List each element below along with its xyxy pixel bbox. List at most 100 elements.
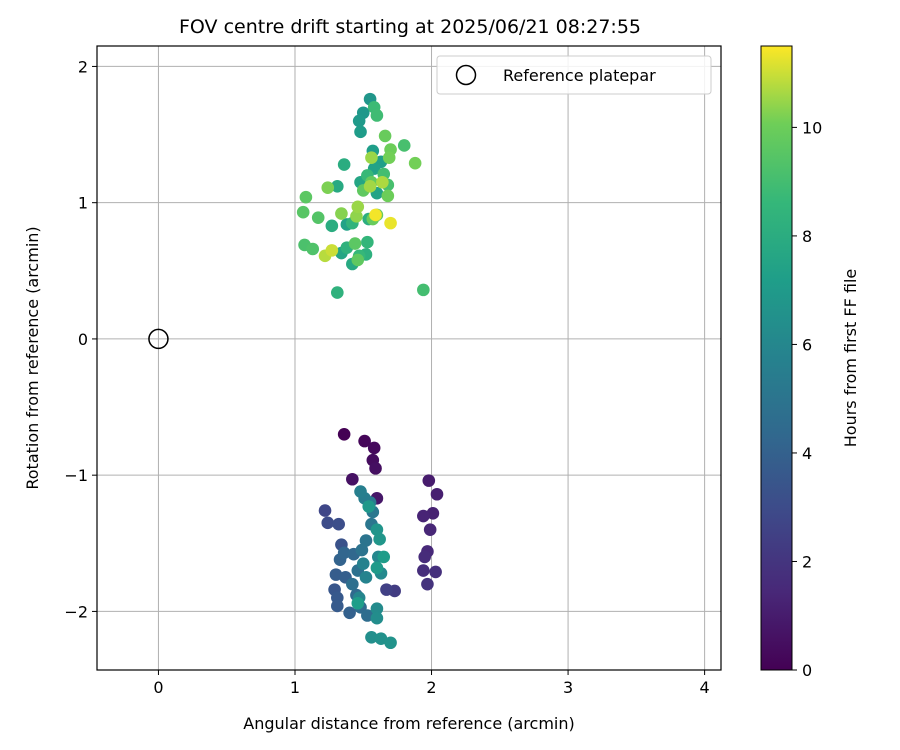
data-point [417, 564, 430, 577]
data-point [346, 472, 359, 486]
data-point [329, 568, 343, 581]
data-point [418, 550, 432, 564]
data-point [362, 500, 376, 513]
data-point [335, 207, 348, 220]
data-point [426, 507, 440, 520]
data-points [296, 92, 444, 650]
x-tick-label: 4 [700, 678, 710, 697]
reference-platepar-marker [148, 328, 169, 350]
data-point [370, 109, 384, 122]
data-point [331, 180, 344, 193]
data-point [318, 504, 332, 517]
y-tick-label: 1 [78, 194, 88, 213]
data-point [350, 210, 363, 223]
y-axis-ticks: −2 −1 0 1 2 [64, 57, 97, 621]
data-point [331, 286, 344, 299]
colorbar-tick-label: 6 [802, 335, 812, 354]
data-point [380, 583, 393, 596]
data-point [325, 244, 339, 257]
data-point [352, 114, 366, 128]
data-point [356, 557, 370, 571]
data-point [421, 577, 434, 591]
data-point [343, 606, 356, 620]
data-point [384, 636, 397, 650]
data-point [359, 571, 373, 584]
legend-reference-marker [455, 64, 477, 86]
x-tick-label: 2 [426, 678, 436, 697]
data-point [378, 129, 392, 143]
y-tick-label: −1 [64, 466, 88, 485]
data-point [321, 181, 335, 194]
data-point [429, 565, 442, 579]
data-point [321, 516, 335, 530]
data-point [331, 599, 344, 613]
data-point [417, 283, 430, 297]
x-tick-label: 0 [153, 678, 163, 697]
y-tick-label: 0 [78, 330, 88, 349]
data-point [384, 216, 397, 230]
colorbar-tick-label: 2 [802, 552, 812, 571]
data-point [332, 517, 345, 531]
y-tick-label: 2 [78, 57, 88, 76]
data-point [363, 180, 377, 193]
data-point [325, 219, 339, 233]
legend-box [436, 55, 712, 95]
data-point [374, 632, 388, 645]
data-point [348, 237, 362, 250]
data-point [365, 151, 378, 165]
data-point [430, 487, 444, 501]
data-point [370, 602, 384, 615]
chart-title: FOV centre drift starting at 2025/06/21 … [179, 16, 641, 38]
legend: Reference platepar [436, 55, 712, 95]
data-point [369, 208, 382, 222]
y-axis-label: Rotation from reference (arcmin) [23, 226, 42, 489]
data-point [337, 158, 351, 171]
plot-frame [96, 45, 722, 671]
y-tick-label: −2 [64, 602, 88, 621]
colorbar: 0 2 4 6 8 10 Hours from first FF file [760, 45, 860, 680]
data-point [397, 139, 411, 152]
data-point [358, 434, 371, 448]
x-axis-label: Angular distance from reference (arcmin) [243, 714, 574, 733]
data-point [296, 205, 310, 219]
data-point [299, 190, 313, 204]
data-point [337, 427, 351, 441]
data-point [306, 242, 320, 256]
colorbar-ticks: 0 2 4 6 8 10 [792, 118, 822, 680]
data-point [359, 534, 373, 547]
colorbar-gradient [761, 46, 792, 670]
x-tick-label: 3 [563, 678, 573, 697]
data-point [351, 596, 365, 610]
data-point [354, 485, 367, 498]
data-point [351, 253, 365, 267]
data-point [370, 611, 384, 625]
data-point [361, 609, 374, 622]
data-point [337, 546, 351, 560]
data-point [311, 211, 325, 224]
colorbar-tick-label: 10 [802, 118, 822, 137]
data-point [382, 151, 396, 165]
data-point [423, 523, 437, 536]
legend-label: Reference platepar [503, 66, 656, 85]
data-point [373, 532, 386, 546]
data-point [369, 462, 382, 475]
data-point [365, 631, 378, 644]
data-point [370, 523, 384, 536]
reference-layer [148, 328, 169, 350]
data-point [422, 474, 436, 487]
colorbar-tick-label: 8 [802, 227, 812, 246]
data-point [361, 235, 374, 249]
colorbar-frame [760, 45, 793, 671]
data-point [355, 543, 369, 557]
data-point [381, 189, 395, 203]
x-tick-label: 1 [290, 678, 300, 697]
colorbar-tick-label: 0 [802, 661, 812, 680]
data-point [346, 577, 359, 591]
data-point [367, 441, 381, 455]
colorbar-tick-label: 4 [802, 444, 812, 463]
colorbar-label: Hours from first FF file [841, 269, 860, 448]
data-point [351, 200, 365, 214]
data-point [354, 125, 367, 139]
data-point [376, 175, 389, 189]
